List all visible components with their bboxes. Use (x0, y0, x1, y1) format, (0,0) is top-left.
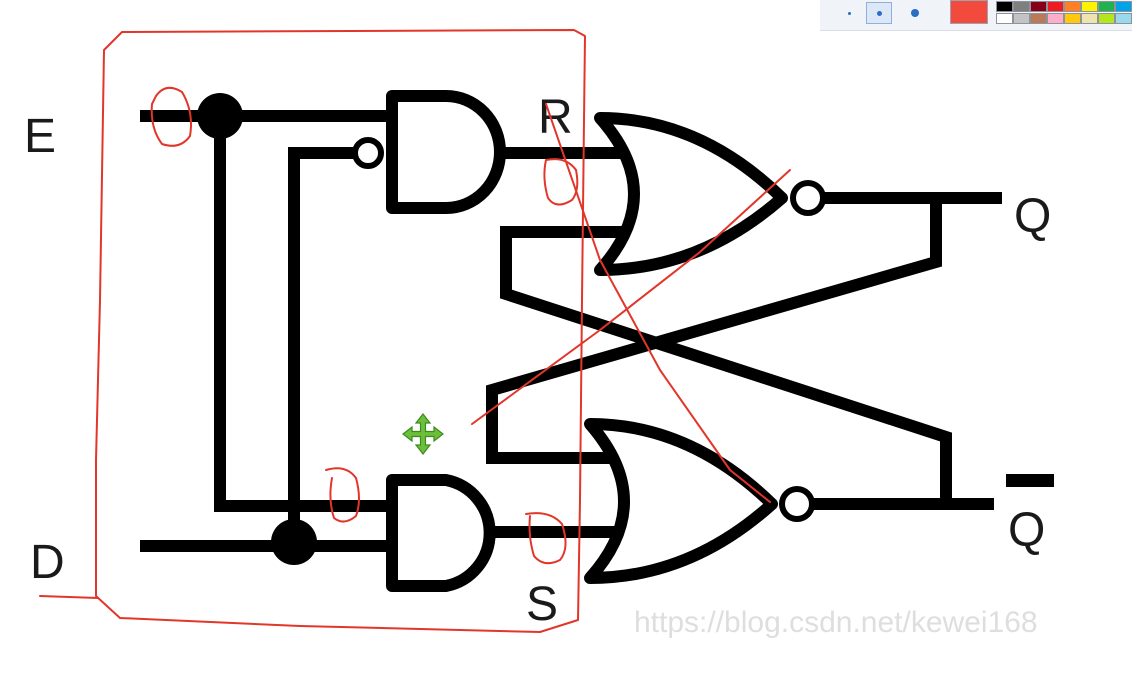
palette-swatch[interactable] (1081, 13, 1098, 24)
annotation-cross-a (545, 103, 771, 503)
label-q-bar: Q (1008, 504, 1045, 557)
palette-swatch[interactable] (1064, 1, 1081, 12)
and-gate-lower (386, 474, 496, 592)
annotation-box (95, 29, 586, 633)
label-r: R (538, 91, 573, 144)
brush-large-icon (911, 9, 919, 17)
wire-feedback-qbar (500, 226, 952, 510)
and-gate-upper (386, 90, 506, 214)
label-d: D (30, 536, 65, 589)
palette-swatch[interactable] (1064, 13, 1081, 24)
brush-medium-icon (876, 10, 882, 16)
watermark: https://blog.csdn.net/kewei168 (634, 606, 1038, 639)
palette-swatch[interactable] (1081, 1, 1098, 12)
label-q: Q (1014, 190, 1051, 243)
palette-swatch[interactable] (1098, 1, 1115, 12)
wire-e-to-lower-and (214, 110, 398, 512)
label-e: E (24, 110, 56, 163)
palette-swatch[interactable] (1030, 13, 1047, 24)
palette-swatch[interactable] (1098, 13, 1115, 24)
brush-size-large-button[interactable] (902, 2, 928, 24)
wire-d-to-upper-and (288, 147, 362, 552)
palette-swatch[interactable] (996, 13, 1013, 24)
palette-swatch[interactable] (1047, 1, 1064, 12)
move-icon (402, 413, 444, 455)
paint-toolbar (820, 0, 1132, 31)
junction-d (271, 519, 317, 565)
palette-swatch[interactable] (1030, 1, 1047, 12)
q-bar-overline (1006, 474, 1054, 487)
annotation-underline-d (39, 595, 99, 599)
annotation-zero-r (543, 158, 579, 206)
annotation-cross-b (471, 169, 791, 425)
brush-size-small-button[interactable] (836, 2, 862, 24)
inverter-bubble-nor-upper (790, 180, 826, 216)
palette-swatch[interactable] (996, 1, 1013, 12)
wire-feedback-q (486, 194, 942, 464)
annotation-zero-e (150, 86, 192, 147)
nor-gate-upper (594, 112, 788, 276)
current-color-swatch[interactable] (950, 0, 988, 24)
junction-e (197, 93, 243, 139)
brush-small-icon (847, 11, 851, 15)
palette-swatch[interactable] (1115, 1, 1132, 12)
palette-swatch[interactable] (1013, 13, 1030, 24)
inverter-bubble-and-upper (352, 137, 384, 169)
palette-swatch[interactable] (1013, 1, 1030, 12)
palette-swatch[interactable] (1115, 13, 1132, 24)
inverter-bubble-nor-lower (779, 486, 815, 522)
annotation-zero-d (325, 467, 360, 523)
annotation-zero-s (525, 512, 567, 565)
brush-size-medium-button[interactable] (866, 2, 892, 24)
label-s: S (526, 578, 558, 631)
nor-gate-lower (584, 418, 778, 584)
palette-swatch[interactable] (1047, 13, 1064, 24)
